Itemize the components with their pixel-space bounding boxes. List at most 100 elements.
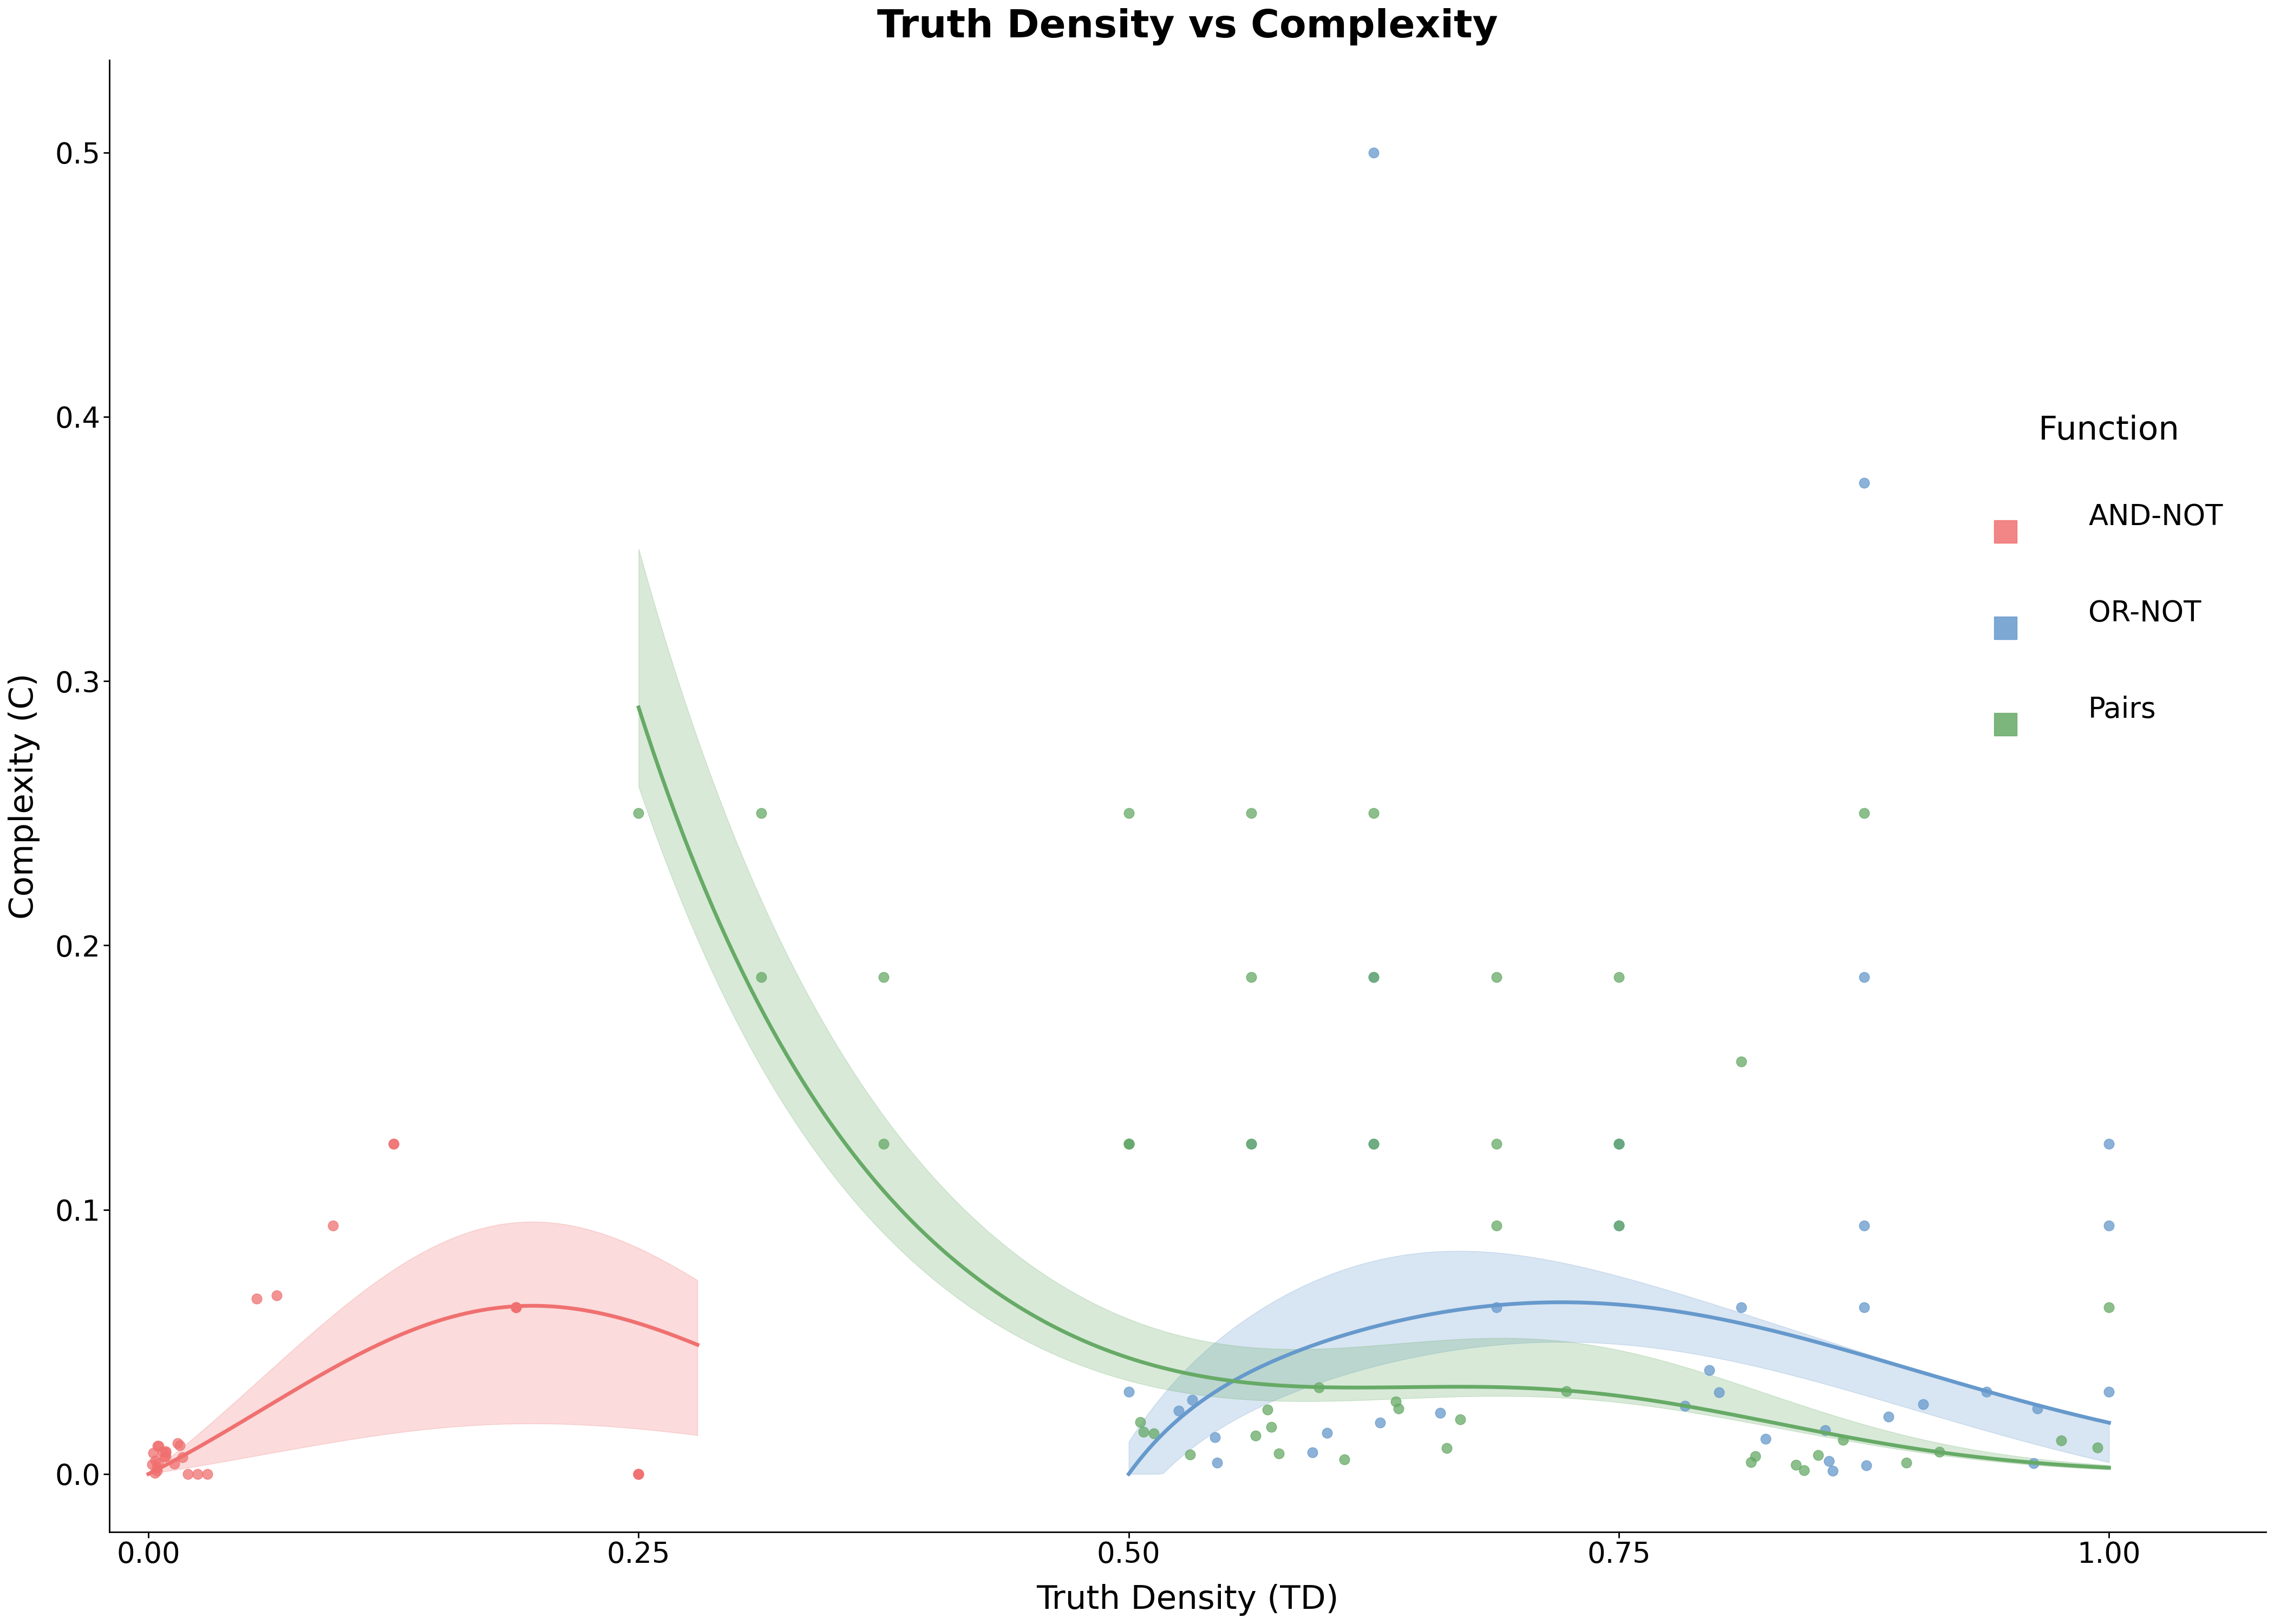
Point	[314, 1213, 350, 1239]
Point	[1362, 1410, 1399, 1436]
Point	[1160, 1398, 1196, 1424]
Legend: AND-NOT, OR-NOT, Pairs: AND-NOT, OR-NOT, Pairs	[1965, 387, 2251, 765]
Point	[148, 1439, 184, 1465]
Point	[2078, 1434, 2115, 1460]
Point	[2090, 1294, 2126, 1320]
Point	[141, 1432, 177, 1458]
Point	[1601, 1130, 1637, 1156]
Point	[621, 1462, 657, 1488]
Point	[1355, 1130, 1392, 1156]
Point	[1478, 1130, 1514, 1156]
Point	[2090, 1379, 2126, 1405]
Point	[1260, 1440, 1296, 1466]
Point	[1478, 1294, 1514, 1320]
Point	[1601, 1130, 1637, 1156]
Point	[1198, 1450, 1235, 1476]
Title: Truth Density vs Complexity: Truth Density vs Complexity	[878, 8, 1499, 45]
Point	[1110, 1379, 1146, 1405]
Point	[1826, 1427, 1862, 1453]
Point	[1846, 1294, 1883, 1320]
Point	[1110, 801, 1146, 827]
Point	[159, 1431, 196, 1457]
Point	[744, 965, 780, 991]
Point	[136, 1460, 173, 1486]
Point	[1126, 1419, 1162, 1445]
Point	[180, 1462, 216, 1488]
Point	[1815, 1458, 1851, 1484]
Point	[1601, 1213, 1637, 1239]
Point	[2090, 1130, 2126, 1156]
Point	[157, 1450, 193, 1476]
Point	[1846, 965, 1883, 991]
Point	[1233, 1130, 1269, 1156]
Point	[1601, 1130, 1637, 1156]
Point	[136, 1447, 173, 1473]
Point	[134, 1452, 171, 1478]
Point	[1849, 1452, 1885, 1478]
Point	[148, 1444, 184, 1470]
Point	[866, 965, 903, 991]
Point	[1233, 1130, 1269, 1156]
Point	[1355, 1130, 1392, 1156]
Point	[1846, 469, 1883, 495]
Point	[141, 1450, 177, 1476]
Point	[1110, 1130, 1146, 1156]
Point	[2019, 1395, 2056, 1421]
Point	[148, 1439, 184, 1465]
Point	[1785, 1457, 1821, 1483]
Point	[139, 1455, 175, 1481]
Point	[498, 1294, 534, 1320]
Point	[1237, 1423, 1273, 1449]
Point	[375, 1130, 412, 1156]
Point	[1478, 965, 1514, 991]
Point	[1378, 1389, 1414, 1415]
Point	[134, 1440, 171, 1466]
Point	[1123, 1410, 1160, 1436]
Point	[146, 1444, 182, 1470]
Point	[1478, 1213, 1514, 1239]
Point	[1233, 801, 1269, 827]
Point	[1692, 1358, 1728, 1384]
Point	[1906, 1392, 1942, 1418]
Point	[1301, 1374, 1337, 1400]
Point	[2044, 1427, 2081, 1453]
Point	[1110, 1130, 1146, 1156]
Point	[2015, 1450, 2051, 1476]
Point	[1887, 1450, 1924, 1476]
Point	[498, 1294, 534, 1320]
Point	[1808, 1418, 1844, 1444]
Point	[1601, 965, 1637, 991]
Point	[1701, 1379, 1737, 1405]
Point	[1846, 1213, 1883, 1239]
Point	[139, 1458, 175, 1484]
Point	[1248, 1397, 1285, 1423]
Point	[1196, 1424, 1233, 1450]
Point	[1355, 965, 1392, 991]
Point	[621, 1462, 657, 1488]
Point	[1724, 1294, 1760, 1320]
Point	[866, 1130, 903, 1156]
Point	[1308, 1419, 1344, 1445]
Y-axis label: Complexity (C): Complexity (C)	[9, 672, 41, 919]
Point	[189, 1462, 225, 1488]
Point	[1733, 1449, 1769, 1475]
Point	[375, 1130, 412, 1156]
Point	[1601, 1213, 1637, 1239]
Point	[143, 1439, 180, 1465]
Point	[498, 1294, 534, 1320]
Point	[744, 801, 780, 827]
Point	[1969, 1379, 2006, 1405]
Point	[1355, 140, 1392, 166]
Point	[1922, 1439, 1958, 1465]
Point	[2090, 1213, 2126, 1239]
Point	[1667, 1393, 1703, 1419]
Point	[1442, 1406, 1478, 1432]
Point	[1421, 1400, 1458, 1426]
Point	[1380, 1395, 1417, 1421]
Point	[139, 1432, 175, 1458]
Point	[621, 801, 657, 827]
Point	[1171, 1442, 1207, 1468]
Point	[1253, 1415, 1289, 1440]
Point	[1294, 1439, 1330, 1465]
Point	[1326, 1447, 1362, 1473]
